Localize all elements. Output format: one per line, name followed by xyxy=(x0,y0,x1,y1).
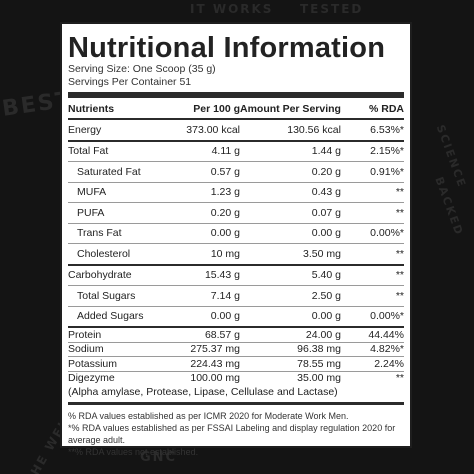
rda-value: 4.82%* xyxy=(340,342,404,357)
table-row: (Alpha amylase, Protease, Lipase, Cellul… xyxy=(68,385,404,405)
nutrition-table: Nutrients Per 100 g Amount Per Serving %… xyxy=(68,100,404,405)
nutrient-name: PUFA xyxy=(68,202,160,224)
footnote: % RDA values established as per ICMR 202… xyxy=(68,411,349,421)
per-100g-value: 7.14 g xyxy=(160,285,240,307)
nutrient-name: Added Sugars xyxy=(68,306,160,328)
rda-value: ** xyxy=(395,372,404,385)
header-rda: % RDA xyxy=(340,100,404,120)
digezyme-note: (Alpha amylase, Protease, Lipase, Cellul… xyxy=(68,385,404,405)
table-row: PUFA 0.20 g 0.07 g ** xyxy=(68,202,404,224)
rda-value: 44.44% xyxy=(340,327,404,343)
table-row: MUFA 1.23 g 0.43 g ** xyxy=(68,182,404,203)
nutrient-name: Energy xyxy=(68,119,160,142)
nutrient-name: Carbohydrate xyxy=(68,264,160,286)
background-mark: IT WORKS xyxy=(190,2,274,16)
per-100g-value: 224.43 mg xyxy=(160,356,240,372)
table-row: Digezyme 100.00 mg 35.00 mg ** xyxy=(68,371,404,385)
nutrient-name: Potassium xyxy=(68,356,160,372)
per-serving-value: 0.07 g xyxy=(240,202,341,224)
per-100g-value: 0.00 g xyxy=(160,306,240,328)
per-serving-value: 0.00 g xyxy=(240,223,341,244)
nutrient-name: Total Sugars xyxy=(68,285,160,307)
per-100g-value: 275.37 mg xyxy=(160,342,240,357)
per-100g-value: 0.57 g xyxy=(160,161,240,183)
rda-value: 2.24% xyxy=(340,356,404,372)
rda-value: ** xyxy=(340,182,404,203)
per-serving-value: 2.50 g xyxy=(240,285,341,307)
serving-size: Serving Size: One Scoop (35 g) xyxy=(68,63,216,75)
nutrient-name: Saturated Fat xyxy=(68,161,160,183)
background-mark: GNC xyxy=(140,450,178,465)
nutrient-name: Total Fat xyxy=(68,140,160,162)
header-nutrients: Nutrients xyxy=(68,100,160,120)
footnotes: % RDA values established as per ICMR 202… xyxy=(68,410,404,458)
per-serving-value: 0.43 g xyxy=(240,182,341,203)
rda-value: ** xyxy=(340,264,404,286)
rda-value: 0.00%* xyxy=(340,306,404,328)
table-row: Protein 68.57 g 24.00 g 44.44% xyxy=(68,327,404,343)
per-serving-value: 130.56 kcal xyxy=(240,119,341,142)
table-header-row: Nutrients Per 100 g Amount Per Serving %… xyxy=(68,100,404,120)
rda-value: 2.15%* xyxy=(340,140,404,162)
per-serving-value: 1.44 g xyxy=(240,140,341,162)
footnote: **% RDA values not established. xyxy=(68,447,199,457)
header-per-100g: Per 100 g xyxy=(160,100,240,120)
per-serving-value: 3.50 mg xyxy=(240,243,341,266)
rda-value: ** xyxy=(340,243,404,266)
rda-value: 0.00%* xyxy=(340,223,404,244)
nutrient-name: Trans Fat xyxy=(68,223,160,244)
table-row: Sodium 275.37 mg 96.38 mg 4.82%* xyxy=(68,342,404,357)
per-100g-value: 0.20 g xyxy=(160,202,240,224)
per-serving-value: 5.40 g xyxy=(240,264,341,286)
per-100g-value: 15.43 g xyxy=(160,264,240,286)
nutrient-name: MUFA xyxy=(68,182,160,203)
rda-value: ** xyxy=(340,285,404,307)
table-row: Total Fat 4.11 g 1.44 g 2.15%* xyxy=(68,140,404,162)
per-100g-value: 100.00 mg xyxy=(190,372,240,385)
per-serving-value: 35.00 mg xyxy=(297,372,341,385)
table-row: Cholesterol 10 mg 3.50 mg ** xyxy=(68,243,404,266)
per-serving-value: 78.55 mg xyxy=(240,356,341,372)
label-title: Nutritional Information xyxy=(68,32,386,64)
per-100g-value: 373.00 kcal xyxy=(160,119,240,142)
rda-value: ** xyxy=(340,202,404,224)
nutrition-label: Nutritional Information Serving Size: On… xyxy=(60,22,412,457)
per-100g-value: 68.57 g xyxy=(160,327,240,343)
nutrient-name: Sodium xyxy=(68,342,160,357)
table-row: Saturated Fat 0.57 g 0.20 g 0.91%* xyxy=(68,161,404,183)
servings-per-container: Servings Per Container 51 xyxy=(68,76,192,88)
per-100g-value: 10 mg xyxy=(160,243,240,266)
header-per-serving: Amount Per Serving xyxy=(240,100,341,120)
per-100g-value: 1.23 g xyxy=(160,182,240,203)
rda-value: 6.53%* xyxy=(340,119,404,142)
nutrient-name: Cholesterol xyxy=(68,243,160,266)
table-row: Carbohydrate 15.43 g 5.40 g ** xyxy=(68,264,404,286)
table-row: Potassium 224.43 mg 78.55 mg 2.24% xyxy=(68,356,404,372)
per-100g-value: 4.11 g xyxy=(160,140,240,162)
thick-divider xyxy=(68,92,404,98)
per-serving-value: 0.20 g xyxy=(240,161,341,183)
rda-value: 0.91%* xyxy=(340,161,404,183)
footnote: *% RDA values established as per FSSAI L… xyxy=(68,423,396,445)
per-serving-value: 96.38 mg xyxy=(240,342,341,357)
nutrient-name: Digezyme xyxy=(68,372,115,385)
table-row: Trans Fat 0.00 g 0.00 g 0.00%* xyxy=(68,223,404,244)
nutrient-name: Protein xyxy=(68,327,160,343)
table-row: Added Sugars 0.00 g 0.00 g 0.00%* xyxy=(68,306,404,328)
table-row: Total Sugars 7.14 g 2.50 g ** xyxy=(68,285,404,307)
per-100g-value: 0.00 g xyxy=(160,223,240,244)
table-row: Energy 373.00 kcal 130.56 kcal 6.53%* xyxy=(68,119,404,142)
per-serving-value: 24.00 g xyxy=(240,327,341,343)
per-serving-value: 0.00 g xyxy=(240,306,341,328)
background-mark: TESTED xyxy=(300,2,364,16)
